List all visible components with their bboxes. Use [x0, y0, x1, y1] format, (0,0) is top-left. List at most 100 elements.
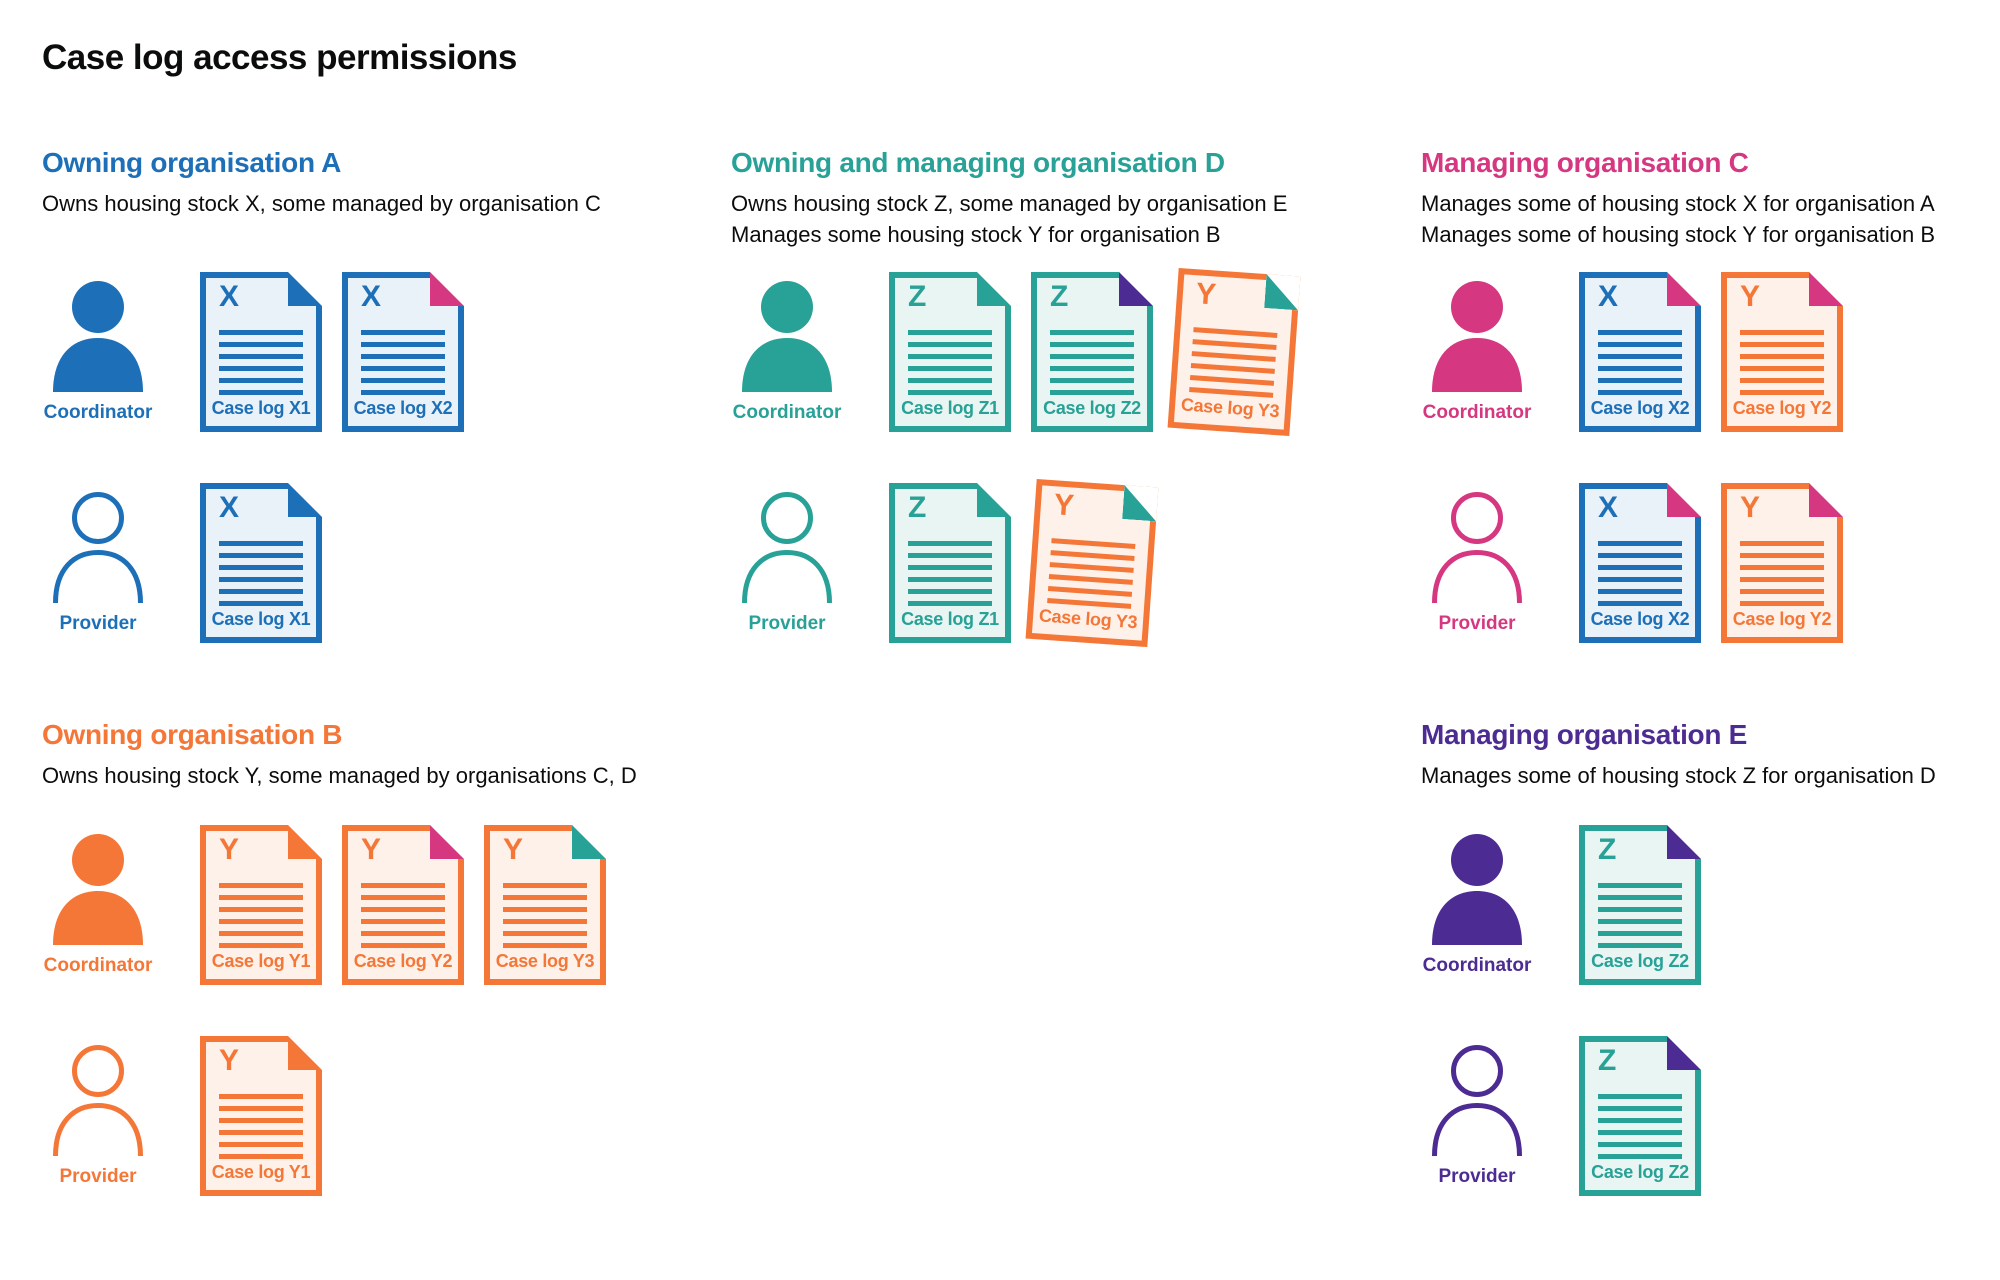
doc-text-line	[503, 907, 587, 912]
doc-text-line	[1598, 366, 1682, 371]
doc-text-line	[1598, 601, 1682, 606]
provider-row: Provider X Case log X1	[42, 483, 720, 643]
role-label: Provider	[1438, 613, 1516, 634]
doc-fold-corner	[572, 825, 606, 859]
doc-text-line	[1598, 1094, 1682, 1099]
doc-text-line	[361, 895, 445, 900]
case-log-label: Case log X2	[1590, 398, 1690, 418]
case-log-label: Case log Y3	[495, 951, 595, 971]
doc-fold-flap	[1667, 1036, 1701, 1070]
doc-text-line	[1598, 577, 1682, 582]
case-log-label: Case log X2	[1590, 609, 1690, 629]
section-managing-organisation-c: Managing organisation C Manages some of h…	[1421, 146, 2000, 694]
doc-text-line	[908, 378, 992, 383]
doc-text-line	[1189, 375, 1275, 386]
doc-fold-flap	[288, 483, 322, 517]
doc-text-lines	[1047, 538, 1136, 616]
doc-stock-letter: X	[361, 280, 382, 313]
case-log-doc: Z Case log Z1	[889, 272, 1011, 432]
coordinator-figure: Coordinator	[1421, 827, 1533, 985]
doc-text-line	[1598, 1130, 1682, 1135]
case-log-doc: Z Case log Z1	[889, 483, 1011, 643]
doc-text-line	[908, 330, 992, 335]
case-log-doc: Y Case log Y2	[342, 825, 464, 985]
doc-text-line	[908, 577, 992, 582]
coordinator-figure: Coordinator	[731, 274, 843, 432]
case-log-doc: X Case log X2	[342, 272, 464, 432]
case-log-label: Case log Z2	[1591, 951, 1689, 971]
provider-person-icon	[1432, 1045, 1522, 1156]
role-label: Coordinator	[1422, 402, 1532, 423]
doc-text-line	[1049, 562, 1134, 573]
doc-text-line	[1598, 1154, 1682, 1159]
case-log-label: Case log Y3	[1038, 605, 1138, 633]
role-label: Provider	[59, 613, 137, 634]
doc-text-line	[1740, 330, 1824, 335]
doc-text-line	[908, 354, 992, 359]
case-log-label: Case log X2	[353, 398, 453, 418]
doc-text-lines	[219, 541, 303, 613]
doc-text-lines	[219, 330, 303, 402]
coordinator-figure: Coordinator	[42, 827, 154, 985]
coordinator-person-icon	[742, 281, 832, 392]
doc-text-lines	[1050, 330, 1134, 402]
doc-fold-flap	[572, 825, 606, 859]
doc-stock-letter: Y	[219, 1044, 240, 1077]
doc-stock-letter: Y	[361, 833, 382, 866]
doc-text-line	[1598, 541, 1682, 546]
doc-text-line	[503, 883, 587, 888]
doc-stock-letter: Y	[1194, 277, 1218, 312]
coordinator-row: Coordinator Y Case log Y1 Y Case log Y2 Y Case…	[42, 825, 720, 985]
doc-text-line	[219, 553, 303, 558]
section-description: Owns housing stock X, some managed by or…	[42, 188, 720, 272]
doc-text-lines	[219, 1094, 303, 1166]
doc-stock-letter: Y	[219, 833, 240, 866]
section-title: Owning organisation A	[42, 147, 342, 178]
provider-person-icon	[742, 492, 832, 603]
case-log-label: Case log Y2	[1732, 609, 1832, 629]
doc-text-lines	[1740, 330, 1824, 402]
doc-text-line	[908, 601, 992, 606]
section-description-line: Manages some of housing stock X for orga…	[1421, 191, 1935, 216]
doc-text-line	[1047, 586, 1133, 597]
doc-text-lines	[1740, 541, 1824, 613]
doc-fold-corner	[288, 1036, 322, 1070]
doc-fold-corner	[430, 825, 464, 859]
section-description-line: Owns housing stock Z, some managed by or…	[731, 191, 1288, 216]
coordinator-row: Coordinator X Case log X1 X Case log X2	[42, 272, 720, 432]
role-label: Provider	[748, 613, 826, 634]
doc-fold-flap	[1667, 825, 1701, 859]
section-description-line: Manages some of housing stock Y for orga…	[1421, 222, 1936, 247]
doc-text-line	[1191, 351, 1276, 362]
doc-text-line	[219, 589, 303, 594]
doc-fold-corner	[1667, 825, 1701, 859]
doc-text-lines	[361, 330, 445, 402]
doc-text-line	[219, 1118, 303, 1123]
doc-text-line	[219, 883, 303, 888]
doc-text-line	[1740, 378, 1824, 383]
doc-text-line	[1740, 589, 1824, 594]
doc-text-line	[219, 378, 303, 383]
provider-row: Provider Z Case log Z2	[1421, 1036, 2000, 1196]
provider-row: Provider Z Case log Z1 Y Case log Y3	[731, 478, 1409, 648]
doc-stock-letter: Y	[1740, 491, 1761, 524]
doc-stock-letter: X	[1598, 491, 1619, 524]
doc-text-line	[1740, 553, 1824, 558]
coordinator-figure: Coordinator	[1421, 274, 1533, 432]
case-log-label: Case log X1	[211, 398, 311, 418]
doc-fold-corner	[1667, 1036, 1701, 1070]
section-owning-organisation-a: Owning organisation A Owns housing stock …	[42, 146, 720, 694]
doc-text-line	[361, 330, 445, 335]
doc-text-line	[1598, 943, 1682, 948]
case-log-doc: Y Case log Y1	[200, 1036, 322, 1196]
doc-text-line	[219, 907, 303, 912]
doc-text-line	[1050, 378, 1134, 383]
case-log-label: Case log Y1	[211, 1162, 311, 1182]
doc-text-line	[361, 883, 445, 888]
section-description: Owns housing stock Z, some managed by or…	[731, 188, 1409, 272]
doc-text-line	[1598, 553, 1682, 558]
doc-text-line	[219, 1142, 303, 1147]
doc-fold-corner	[977, 272, 1011, 306]
doc-text-lines	[908, 541, 992, 613]
doc-fold-corner	[977, 483, 1011, 517]
